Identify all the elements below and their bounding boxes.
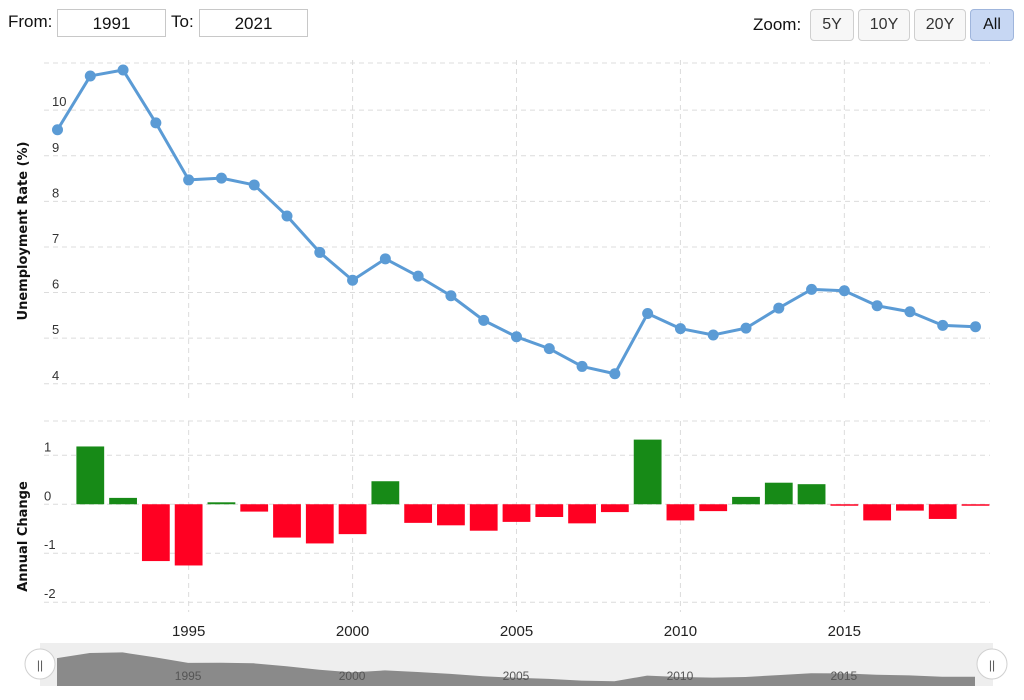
navigator-tick-label: 2005 xyxy=(503,669,530,683)
unemployment-point xyxy=(674,323,686,335)
annual-change-bar xyxy=(338,504,367,535)
unemployment-point xyxy=(576,360,588,372)
annual-change-bar xyxy=(568,504,596,524)
annual-change-bar xyxy=(305,504,334,544)
unemployment-point xyxy=(838,285,850,297)
unemployment-point xyxy=(642,308,654,320)
annual-change-bar xyxy=(502,504,531,522)
handle-knob[interactable] xyxy=(24,648,56,680)
annual-change-bar xyxy=(76,446,105,505)
unemployment-point xyxy=(543,343,555,355)
line-y-tick-label: 10 xyxy=(52,94,66,109)
zoom-20y-button[interactable]: 20Y xyxy=(914,9,966,41)
unemployment-point xyxy=(806,283,818,295)
from-date-input[interactable]: 1991 xyxy=(57,9,166,37)
bar-y-tick-label: 1 xyxy=(44,439,51,454)
zoom-all-button[interactable]: All xyxy=(970,9,1014,41)
annual-change-bar xyxy=(174,504,203,566)
zoom-10y-button[interactable]: 10Y xyxy=(858,9,910,41)
bar-y-axis-title: Annual Change xyxy=(16,481,31,592)
annual-change-bar xyxy=(830,504,859,506)
unemployment-point xyxy=(707,329,719,341)
unemployment-point xyxy=(609,368,621,380)
to-date-input[interactable]: 2021 xyxy=(199,9,308,37)
zoom-label: Zoom: xyxy=(753,15,802,34)
navigator-tick-label: 1995 xyxy=(175,669,202,683)
annual-change-bar xyxy=(535,504,564,517)
unemployment-point xyxy=(117,64,129,76)
x-tick-label: 2010 xyxy=(664,623,697,640)
annual-change-bar xyxy=(240,504,269,512)
zoom-5y-button[interactable]: 5Y xyxy=(810,9,854,41)
line-y-tick-label: 9 xyxy=(52,140,59,155)
unemployment-point xyxy=(412,270,424,282)
x-tick-label: 2005 xyxy=(500,623,533,640)
unemployment-point xyxy=(478,314,490,326)
line-y-axis-title: Unemployment Rate (%) xyxy=(16,142,31,321)
annual-change-bar xyxy=(699,504,728,512)
annual-change-bar xyxy=(469,504,498,531)
annual-change-bar xyxy=(371,481,400,505)
unemployment-point xyxy=(970,321,981,333)
unemployment-point xyxy=(773,302,785,314)
navigator-left-handle[interactable]: || xyxy=(24,648,56,680)
navigator-series-area xyxy=(57,652,975,686)
unemployment-point xyxy=(347,274,359,286)
annual-change-bar xyxy=(666,504,695,521)
line-y-tick-label: 8 xyxy=(52,185,59,200)
unemployment-point xyxy=(248,179,260,191)
navigator-tick-label: 2015 xyxy=(831,669,858,683)
annual-change-bar xyxy=(863,504,892,521)
line-y-tick-label: 6 xyxy=(52,277,59,292)
to-label: To: xyxy=(171,12,194,31)
annual-change-bar xyxy=(896,504,924,511)
annual-change-bar xyxy=(764,482,793,505)
annual-change-bar xyxy=(141,504,170,562)
unemployment-point xyxy=(871,300,883,312)
navigator-tick-label: 2010 xyxy=(667,669,694,683)
unemployment-point xyxy=(183,174,195,186)
line-y-tick-label: 7 xyxy=(52,231,59,246)
annual-change-bar xyxy=(404,504,433,523)
annual-change-bar xyxy=(109,497,137,505)
annual-change-bar xyxy=(961,504,990,506)
unemployment-point xyxy=(314,246,326,258)
from-label: From: xyxy=(8,12,53,31)
unemployment-point xyxy=(445,290,457,302)
x-tick-label: 1995 xyxy=(172,623,205,640)
unemployment-point xyxy=(740,322,752,334)
bar-y-tick-label: 0 xyxy=(44,488,51,503)
unemployment-point xyxy=(52,124,63,136)
annual-change-bar xyxy=(633,439,662,505)
annual-change-bar xyxy=(437,504,465,526)
navigator-tick-label: 2000 xyxy=(339,669,366,683)
bar-y-tick-label: -1 xyxy=(44,537,56,552)
annual-change-bar xyxy=(207,502,236,505)
unemployment-point xyxy=(937,319,949,331)
unemployment-point xyxy=(281,210,293,222)
handle-grip-icon: || xyxy=(989,658,995,672)
annual-change-bar xyxy=(797,484,826,505)
annual-change-bar xyxy=(732,496,760,505)
unemployment-point xyxy=(379,253,391,265)
x-tick-label: 2000 xyxy=(336,623,369,640)
bar-y-tick-label: -2 xyxy=(44,586,56,601)
annual-change-bar xyxy=(600,504,629,513)
annual-change-bar xyxy=(928,504,957,519)
unemployment-point xyxy=(215,172,227,184)
handle-knob[interactable] xyxy=(976,648,1008,680)
annual-change-bar xyxy=(273,504,301,538)
x-tick-label: 2015 xyxy=(828,623,861,640)
navigator-right-handle[interactable]: || xyxy=(976,648,1008,680)
unemployment-point xyxy=(904,306,916,318)
unemployment-point xyxy=(150,117,162,129)
line-y-tick-label: 5 xyxy=(52,322,59,337)
unemployment-point xyxy=(511,331,522,343)
line-y-tick-label: 4 xyxy=(52,368,59,383)
unemployment-point xyxy=(84,70,96,82)
handle-grip-icon: || xyxy=(37,658,43,672)
